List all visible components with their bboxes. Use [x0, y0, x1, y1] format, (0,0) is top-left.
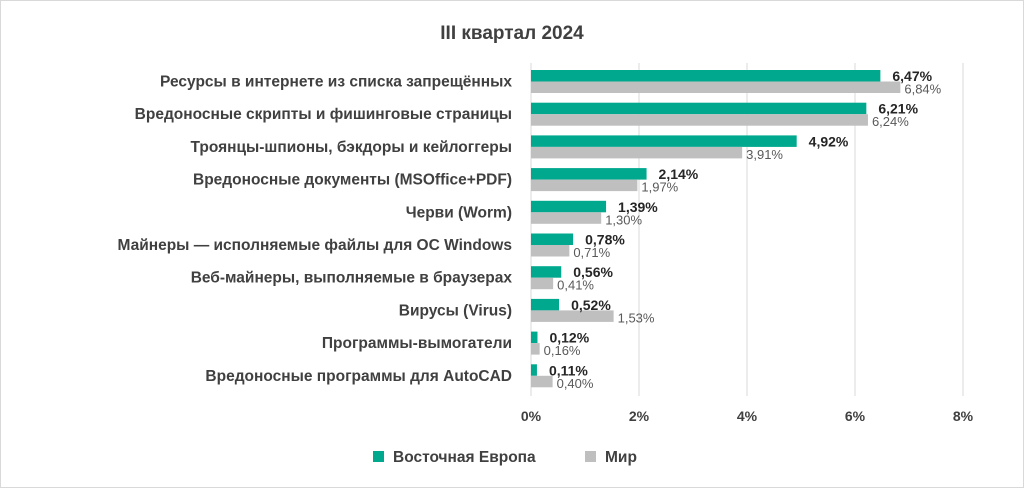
category-label: Майнеры — исполняемые файлы для ОС Windo… — [117, 237, 512, 254]
category-label: Вредоносные скрипты и фишинговые страниц… — [135, 106, 512, 123]
bar-world — [531, 146, 743, 159]
x-tick-label: 4% — [737, 408, 758, 424]
bars — [531, 70, 901, 388]
data-label-eastern-europe: 4,92% — [809, 133, 849, 149]
category-label: Веб-майнеры, выполняемые в браузерах — [191, 270, 513, 287]
data-label-world: 0,40% — [557, 376, 594, 391]
data-label-world: 0,16% — [544, 343, 581, 358]
data-label-world: 3,91% — [746, 147, 783, 162]
bar-world — [531, 212, 602, 224]
data-label-world: 1,53% — [618, 310, 655, 325]
data-labels: 6,47%6,84% 6,21%6,24% 4,92% 3,91% 2,14%1,97%… — [544, 68, 942, 391]
x-tick-label: 6% — [845, 408, 866, 424]
x-axis-ticks: 0% 2% 4% 6% 8% — [521, 408, 974, 424]
category-label: Черви (Worm) — [406, 204, 512, 221]
data-label-eastern-europe: 6,47% — [892, 68, 932, 84]
bar-eastern-europe — [531, 102, 867, 115]
category-label: Ресурсы в интернете из списка запрещённы… — [160, 74, 512, 91]
data-label-eastern-europe: 6,21% — [878, 101, 918, 117]
data-label-world: 6,84% — [904, 82, 941, 97]
bar-eastern-europe — [531, 364, 537, 376]
data-label-eastern-europe: 0,11% — [549, 362, 588, 378]
category-label: Вредоносные программы для AutoCAD — [205, 368, 512, 385]
legend-label: Мир — [605, 449, 637, 466]
data-label-world: 1,30% — [605, 212, 642, 227]
data-label-eastern-europe: 0,78% — [585, 232, 625, 248]
bar-world — [531, 310, 614, 322]
category-label: Вирусы (Virus) — [399, 302, 512, 319]
bar-world — [531, 375, 553, 388]
bar-eastern-europe — [531, 70, 881, 82]
bar-eastern-europe — [531, 200, 607, 213]
data-label-eastern-europe: 0,52% — [571, 297, 611, 313]
category-label: Вредоносные документы (MSOffice+PDF) — [193, 172, 512, 189]
bar-eastern-europe — [531, 233, 574, 245]
bar-eastern-europe — [531, 266, 562, 278]
bar-world — [531, 81, 901, 93]
x-tick-label: 2% — [629, 408, 650, 424]
category-label: Программы-вымогатели — [322, 335, 512, 352]
bar-world — [531, 343, 540, 355]
legend-swatch — [585, 451, 596, 462]
bar-world — [531, 114, 868, 126]
bar-eastern-europe — [531, 298, 560, 311]
chart-title: III квартал 2024 — [440, 23, 584, 44]
category-label: Троянцы-шпионы, бэкдоры и кейлоггеры — [190, 139, 512, 156]
data-label-world: 0,71% — [573, 245, 610, 260]
x-tick-label: 8% — [953, 408, 974, 424]
legend-swatch — [373, 451, 384, 462]
bar-eastern-europe — [531, 168, 647, 180]
bar-eastern-europe — [531, 135, 797, 147]
bar-world — [531, 179, 638, 192]
x-tick-label: 0% — [521, 408, 542, 424]
data-label-eastern-europe: 0,56% — [573, 264, 613, 280]
legend-label: Восточная Европа — [393, 449, 536, 466]
data-label-eastern-europe: 2,14% — [659, 166, 699, 182]
data-label-world: 1,97% — [641, 180, 678, 195]
data-label-world: 0,41% — [557, 278, 594, 293]
data-label-eastern-europe: 1,39% — [618, 199, 658, 215]
legend: Восточная Европа Мир — [373, 449, 637, 466]
data-label-eastern-europe: 0,12% — [549, 330, 589, 346]
data-label-world: 6,24% — [872, 114, 909, 129]
bar-world — [531, 245, 570, 257]
bar-world — [531, 277, 554, 290]
bar-eastern-europe — [531, 331, 538, 344]
category-labels: Ресурсы в интернете из списка запрещённы… — [117, 74, 512, 385]
